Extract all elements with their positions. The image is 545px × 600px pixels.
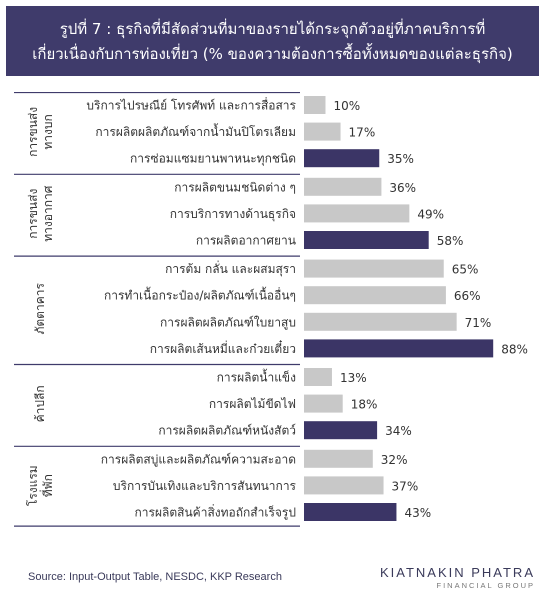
bar (304, 177, 382, 196)
title-bar: รูปที่ 7 : ธุรกิจที่มีสัดส่วนที่มาของราย… (6, 6, 539, 76)
group-label: การขนส่งทางอากาศ (26, 185, 55, 241)
group-label: โรงแรมที่พัก (26, 465, 55, 506)
data-label: 43% (404, 506, 431, 520)
data-label: 36% (389, 181, 416, 195)
data-label: 35% (387, 152, 414, 166)
group-label-line: ค้าปลีก (33, 385, 47, 422)
data-label: 17% (349, 126, 376, 140)
group-label-line: การขนส่ง (26, 107, 40, 157)
data-label: 88% (501, 342, 528, 356)
bar (304, 339, 494, 358)
group-label: การขนส่งทางบก (26, 107, 55, 157)
chart-area: การขนส่งทางบก บริการไปรษณีย์ โทรศัพท์ และ… (0, 91, 545, 562)
category-label: การผลิตขนมชนิดต่าง ๆ (174, 180, 296, 194)
data-label: 32% (381, 453, 408, 467)
data-label: 71% (465, 316, 492, 330)
group-label-line: การขนส่ง (26, 189, 40, 239)
bar (304, 149, 380, 168)
data-label: 18% (351, 398, 378, 412)
bar (304, 368, 332, 386)
group-label-line: ทางบก (41, 114, 55, 149)
group-label-line: ภัตตาคาร (33, 283, 47, 335)
data-label: 34% (385, 424, 412, 438)
bar (304, 286, 446, 305)
bar (304, 503, 397, 521)
source-note: Source: Input-Output Table, NESDC, KKP R… (28, 571, 282, 583)
category-label: บริการบันเทิงและบริการสันทนาการ (113, 479, 297, 493)
bar (304, 259, 444, 278)
group-label: ภัตตาคาร (33, 283, 47, 335)
category-label: การผลิตอากาศยาน (196, 234, 296, 248)
category-label: การผลิตผลิตภัณฑ์หนังสัตว์ (158, 424, 296, 438)
bar (304, 394, 343, 413)
chart-title-line-1: รูปที่ 7 : ธุรกิจที่มีสัดส่วนที่มาของราย… (59, 20, 486, 38)
group-label: ค้าปลีก (33, 385, 47, 422)
bar (304, 96, 326, 114)
category-label: การผลิตผลิตภัณฑ์ใบยาสูบ (160, 315, 296, 330)
group-label-line: โรงแรม (26, 465, 40, 506)
category-label: การผลิตน้ำแข็ง (217, 369, 296, 385)
data-label: 49% (417, 207, 444, 221)
bar (304, 231, 429, 249)
category-label: การผลิตสบู่และผลิตภัณฑ์ความสะอาด (101, 452, 296, 467)
category-label: การต้ม กลั่น และผสมสุรา (165, 260, 296, 277)
bar (304, 449, 373, 468)
chart-title-line-2: เกี่ยวเนื่องกับการท่องเที่ยว (% ของความต… (32, 45, 513, 63)
logo-subtitle: FINANCIAL GROUP (436, 581, 535, 590)
category-label: การบริการทางด้านธุรกิจ (170, 207, 296, 222)
logo-name: KIATNAKIN PHATRA (379, 565, 535, 580)
category-label: การผลิตผลิตภัณฑ์จากน้ำมันปิโตรเลียม (95, 123, 296, 139)
bar (304, 204, 410, 223)
category-label: การผลิตเส้นหมี่และก๋วยเตี๋ยว (150, 339, 296, 356)
category-label: บริการไปรษณีย์ โทรศัพท์ และการสื่อสาร (86, 97, 296, 113)
bar (304, 421, 378, 440)
category-label: การทำเนื้อกระป๋อง/ผลิตภัณฑ์เนื้ออื่นๆ (104, 287, 296, 303)
bar (304, 476, 384, 495)
data-label: 10% (334, 99, 361, 113)
data-label: 13% (340, 371, 367, 385)
group-label-line: ทางอากาศ (41, 185, 55, 241)
category-label: การซ่อมแซมยานพาหนะทุกชนิด (130, 152, 296, 167)
category-label: การผลิตไม้ขีดไฟ (209, 397, 296, 411)
data-label: 58% (437, 234, 464, 248)
data-label: 37% (392, 479, 419, 493)
bar (304, 122, 341, 141)
category-label: การผลิตสินค้าสิ่งทอถักสำเร็จรูป (135, 504, 296, 521)
group-label-line: ที่พัก (39, 474, 55, 497)
data-label: 66% (454, 289, 481, 303)
data-label: 65% (452, 263, 479, 277)
brand-logo: KIATNAKIN PHATRA FINANCIAL GROUP (380, 565, 535, 590)
bar (304, 312, 457, 331)
